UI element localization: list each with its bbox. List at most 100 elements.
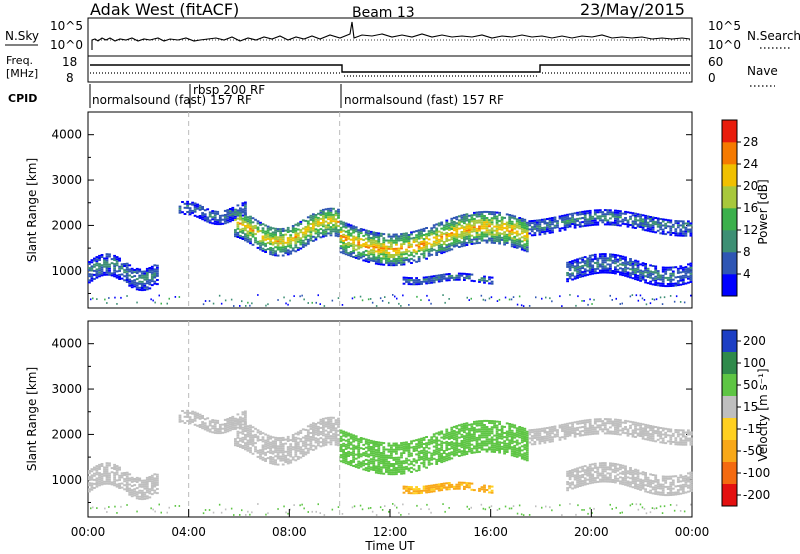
power-cell (281, 254, 285, 257)
power-cell (508, 230, 512, 233)
power-cell (417, 245, 421, 248)
velocity-cell (609, 432, 612, 435)
power-cell (289, 234, 293, 237)
velocity-cell (571, 427, 574, 430)
power-cell (239, 218, 242, 221)
power-cell (113, 265, 116, 268)
power-cell (432, 240, 436, 243)
power-cell (548, 225, 552, 228)
power-cell (140, 283, 144, 285)
power-cell (226, 211, 230, 214)
power-cell (116, 303, 118, 305)
power-cell (284, 252, 288, 254)
power-cell (671, 266, 675, 269)
power-cell (284, 250, 288, 252)
power-cell (347, 229, 350, 232)
velocity-cell (593, 428, 597, 431)
velocity-cell (249, 426, 252, 429)
power-cell (626, 221, 630, 224)
velocity-cell (528, 433, 532, 436)
power-cell (309, 233, 313, 236)
power-cell (327, 212, 330, 214)
power-cell (571, 223, 574, 225)
power-cell (261, 237, 265, 240)
power-cell (468, 277, 471, 280)
velocity-cell (317, 430, 320, 432)
power-cell (614, 215, 617, 218)
power-cell (110, 272, 114, 275)
velocity-cell (306, 435, 310, 438)
y-tick-label: 4000 (51, 128, 82, 142)
power-cell (88, 269, 91, 272)
power-cell (603, 223, 607, 226)
power-cell (629, 217, 632, 220)
power-cell (687, 228, 690, 231)
velocity-cell (309, 444, 313, 447)
velocity-cell (374, 453, 378, 456)
power-cell (551, 300, 553, 303)
velocity-cell (498, 429, 501, 432)
power-cell (606, 267, 610, 270)
power-cell (510, 220, 514, 223)
power-cell (100, 274, 104, 277)
velocity-cell (558, 426, 562, 429)
power-cell (264, 242, 267, 245)
velocity-cell (276, 447, 280, 450)
velocity-cell (666, 434, 670, 437)
power-cell (654, 265, 658, 268)
velocity-cell (417, 490, 421, 493)
power-cell (649, 220, 652, 223)
power-cell (576, 213, 579, 216)
power-cell (578, 225, 582, 228)
power-cell (684, 228, 688, 231)
power-cell (546, 218, 549, 220)
velocity-cell (442, 460, 446, 463)
velocity-cell (571, 423, 574, 426)
power-cell (475, 229, 479, 232)
velocity-cell (130, 478, 134, 481)
power-cell (422, 246, 426, 249)
velocity-cell (118, 476, 121, 479)
velocity-cell (274, 463, 277, 466)
velocity-cell (347, 461, 350, 464)
velocity-cell (352, 465, 355, 467)
power-cell (417, 283, 421, 286)
velocity-cell (374, 469, 378, 472)
power-cell (437, 230, 441, 233)
velocity-cell (93, 468, 96, 471)
velocity-cell (528, 441, 532, 444)
power-cell (435, 274, 439, 277)
velocity-cell (329, 422, 333, 425)
velocity-cell (291, 434, 295, 436)
velocity-cell (624, 428, 627, 431)
power-cell (244, 212, 247, 215)
velocity-cell (588, 418, 592, 421)
velocity-cell (324, 437, 328, 440)
power-cell (593, 255, 597, 258)
power-cell (470, 240, 474, 243)
velocity-cell (397, 464, 401, 467)
power-cell (437, 280, 441, 283)
power-cell (435, 243, 439, 246)
velocity-cell (259, 457, 262, 460)
power-cell (392, 264, 396, 267)
velocity-cell (598, 420, 602, 423)
power-cell (95, 272, 99, 275)
velocity-cell (150, 485, 154, 487)
velocity-cell (324, 429, 328, 432)
velocity-cell (349, 453, 353, 456)
velocity-cell (95, 485, 99, 488)
velocity-cell (503, 442, 506, 445)
power-cell (483, 217, 486, 220)
power-cell (281, 242, 285, 245)
velocity-cell (211, 427, 215, 430)
power-cell (249, 234, 252, 237)
velocity-cell (138, 497, 142, 500)
velocity-cell (276, 445, 280, 448)
velocity-cell (485, 444, 489, 447)
velocity-cell (213, 421, 217, 424)
power-cell (392, 256, 396, 258)
power-cell (528, 305, 531, 307)
velocity-cell (140, 489, 144, 492)
velocity-cell (274, 455, 277, 458)
